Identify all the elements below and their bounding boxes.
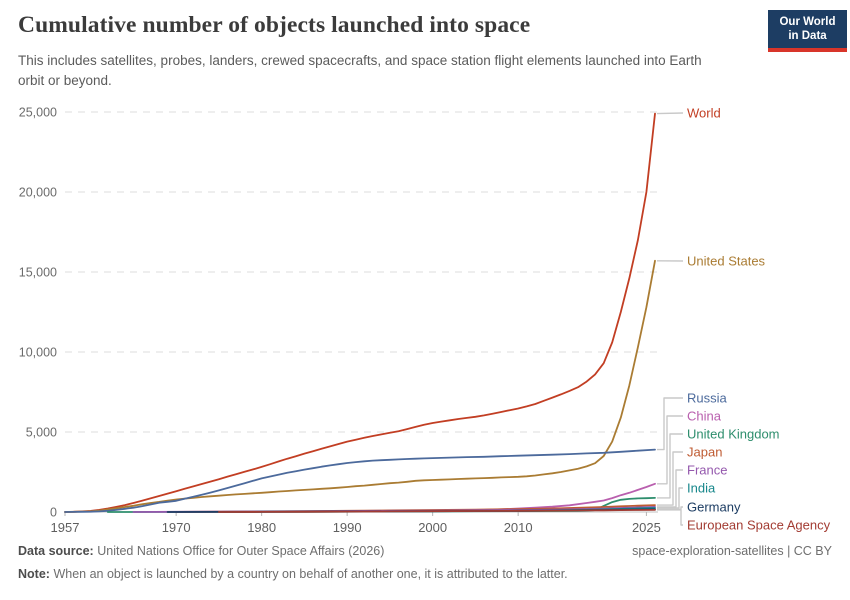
legend-label-world[interactable]: World [687, 106, 721, 121]
legend-connector [657, 433, 683, 499]
chart-subtitle: This includes satellites, probes, lander… [18, 53, 702, 89]
y-axis-tick-label: 10,000 [19, 346, 57, 360]
legend-connector [657, 415, 683, 485]
y-axis-tick-label: 15,000 [19, 266, 57, 280]
y-axis-tick-label: 20,000 [19, 186, 57, 200]
footnote: Note: When an object is launched by a co… [18, 567, 568, 581]
x-axis-tick-label: 1970 [162, 520, 191, 535]
footnote-value: When an object is launched by a country … [53, 567, 568, 581]
legend-label-china[interactable]: China [687, 409, 722, 424]
owid-logo-line2: in Data [788, 30, 827, 43]
x-axis-tick-label: 1990 [333, 520, 362, 535]
y-axis-tick-label: 25,000 [19, 106, 57, 120]
series-line-world [64, 112, 656, 513]
legend-connector [657, 487, 683, 509]
legend-connector [657, 451, 683, 506]
x-axis-tick-label: 2000 [418, 520, 447, 535]
page-title: Cumulative number of objects launched in… [18, 12, 531, 38]
legend-label-russia[interactable]: Russia [687, 391, 728, 406]
x-axis-tick-label: 2010 [504, 520, 533, 535]
x-axis-tick-label: 1957 [51, 520, 80, 535]
series-line-european-space-agency [217, 508, 656, 513]
data-source: Data source: United Nations Office for O… [18, 544, 384, 558]
owid-logo-line1: Our World [779, 16, 836, 28]
license-text: space-exploration-satellites | CC BY [632, 544, 832, 558]
line-chart: 0 5,000 10,000 15,000 20,000 25,000 1957 1970 19… [0, 95, 850, 560]
legend-label-united-states[interactable]: United States [687, 254, 766, 269]
footnote-label: Note: [18, 567, 50, 581]
legend-label-germany[interactable]: Germany [687, 500, 741, 515]
legend-label-india[interactable]: India [687, 481, 716, 496]
series-line-russia [64, 448, 656, 513]
legend-label-european-space-agency[interactable]: European Space Agency [687, 518, 831, 533]
legend-connector [657, 509, 683, 526]
footer-row: Data source: United Nations Office for O… [18, 544, 832, 558]
data-source-value: United Nations Office for Outer Space Af… [97, 544, 385, 558]
legend-connector [656, 112, 684, 115]
x-axis-tick-label: 2025 [632, 520, 661, 535]
y-axis-tick-label: 0 [50, 506, 57, 520]
legend-label-united-kingdom[interactable]: United Kingdom [687, 427, 780, 442]
legend-label-france[interactable]: France [687, 463, 727, 478]
data-source-label: Data source: [18, 544, 94, 558]
chart-canvas: 0 5,000 10,000 15,000 20,000 25,000 1957 1970 19… [19, 106, 831, 536]
owid-logo[interactable]: Our World in Data [768, 10, 847, 52]
series-line-united-states [64, 259, 656, 513]
x-axis-tick-label: 1980 [247, 520, 276, 535]
legend-connector [657, 397, 683, 451]
legend-label-japan[interactable]: Japan [687, 445, 722, 460]
legend-connector [657, 469, 683, 508]
y-axis-tick-label: 5,000 [26, 426, 57, 440]
